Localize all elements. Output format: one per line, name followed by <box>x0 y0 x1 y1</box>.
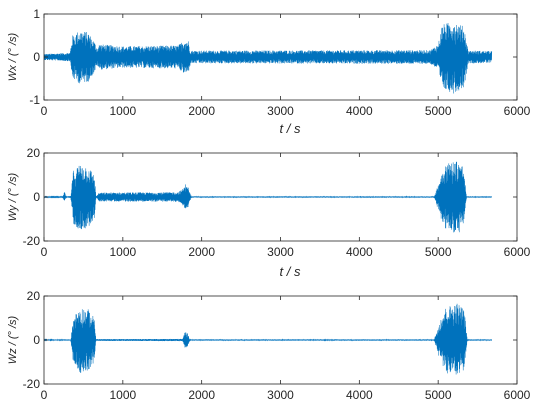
wy-xtick-label-6: 6000 <box>504 245 531 259</box>
wy-axis-xlabel: t / s <box>280 264 301 279</box>
wz-xtick-label-5: 5000 <box>425 388 452 402</box>
wy-xtick-label-5: 5000 <box>425 245 452 259</box>
wx-xtick-label-4: 4000 <box>346 104 373 118</box>
wx-ytick-label-2: 1 <box>33 7 40 21</box>
wz-xtick-label-6: 6000 <box>504 388 531 402</box>
wz-signal-layer <box>44 303 493 375</box>
wx-xtick-label-1: 1000 <box>109 104 136 118</box>
wy-ytick-label-0: -20 <box>23 234 41 248</box>
wz-xtick-label-2: 2000 <box>188 388 215 402</box>
wx-xtick-label-6: 6000 <box>504 104 531 118</box>
wy-signal-layer <box>44 161 493 233</box>
wx-xtick-label-3: 3000 <box>267 104 294 118</box>
wz-xtick-label-1: 1000 <box>109 388 136 402</box>
wx-series-0 <box>44 22 493 94</box>
wx-axis-xlabel: t / s <box>280 121 301 136</box>
wy-xtick-label-1: 1000 <box>109 245 136 259</box>
wz-axis-ylabel: Wz / (° /s) <box>7 315 19 364</box>
wy-xtick-label-3: 3000 <box>267 245 294 259</box>
wx-xtick-label-2: 2000 <box>188 104 215 118</box>
wy-ytick-label-1: 0 <box>33 190 40 204</box>
wz-xtick-label-4: 4000 <box>346 388 373 402</box>
wx-ytick-label-0: -1 <box>29 93 40 107</box>
wz-ytick-label-2: 20 <box>27 289 41 303</box>
wx-tick-layer: 0 1000 2000 3000 4000 5000 6000-101 <box>29 7 530 118</box>
wy-xtick-label-2: 2000 <box>188 245 215 259</box>
wx-panel: 0 1000 2000 3000 4000 5000 6000-101 Wx / (° /s… <box>7 7 531 136</box>
wy-xtick-label-4: 4000 <box>346 245 373 259</box>
wy-xtick-label-0: 0 <box>41 245 48 259</box>
wy-series-0 <box>44 161 493 233</box>
wx-signal-layer <box>44 22 493 94</box>
wz-series-0 <box>44 303 493 375</box>
wy-ytick-label-2: 20 <box>27 146 41 160</box>
wz-xtick-label-3: 3000 <box>267 388 294 402</box>
wx-ytick-label-1: 0 <box>33 50 40 64</box>
wx-xtick-label-5: 5000 <box>425 104 452 118</box>
wx-xtick-label-0: 0 <box>41 104 48 118</box>
wz-xtick-label-0: 0 <box>41 388 48 402</box>
wz-ytick-label-0: -20 <box>23 377 41 391</box>
wy-axis-ylabel: Wy / (° /s) <box>7 172 19 221</box>
wz-ytick-label-1: 0 <box>33 333 40 347</box>
wx-axis-ylabel: Wx / (° /s) <box>7 32 19 81</box>
